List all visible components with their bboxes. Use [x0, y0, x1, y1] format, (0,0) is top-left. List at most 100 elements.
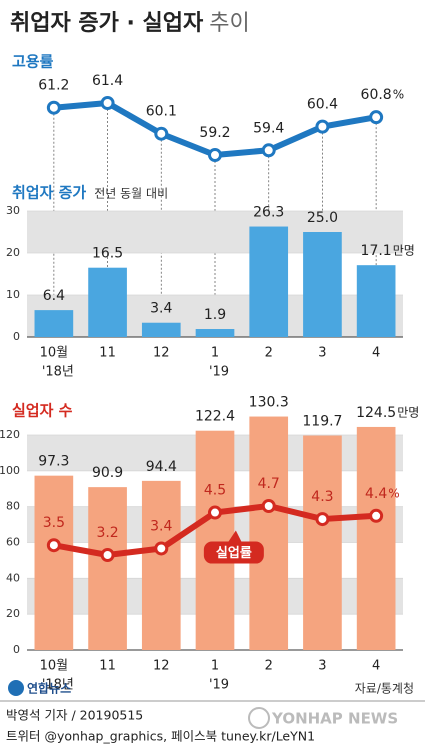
value-label: 61.4 — [92, 73, 123, 89]
watermark: YONHAP NEWS — [271, 710, 398, 728]
bar — [141, 480, 181, 650]
chart-title: 실업자 수 — [12, 402, 73, 420]
value-label: 4.4 — [365, 486, 387, 502]
y-tick-label: 20 — [6, 246, 20, 259]
x-tick-label: 3 — [318, 659, 326, 674]
bar — [34, 310, 74, 337]
x-tick-label: 4 — [372, 659, 380, 674]
value-label: 4.3 — [311, 489, 333, 505]
x-tick-label: 11 — [99, 659, 116, 674]
title: 취업자 증가 · 실업자 — [10, 11, 204, 36]
chart-title: 고용률 — [12, 53, 54, 71]
y-tick-label: 40 — [6, 571, 20, 584]
unit-label: % — [388, 486, 399, 500]
value-label: 59.2 — [199, 125, 230, 141]
grid-band — [27, 211, 403, 253]
unit-label: 만명 — [393, 244, 415, 258]
bar — [88, 487, 127, 650]
value-label: 3.4 — [150, 301, 172, 317]
bar — [303, 232, 342, 337]
bar — [356, 265, 396, 337]
point — [46, 538, 61, 553]
value-label: 3.2 — [96, 525, 118, 541]
y-tick-label: 30 — [6, 204, 20, 217]
point — [100, 96, 115, 110]
watermark-icon — [248, 707, 270, 729]
bar — [195, 430, 235, 650]
unit-label: % — [393, 88, 404, 102]
y-tick-label: 20 — [6, 607, 20, 620]
y-tick-label: 0 — [13, 643, 20, 656]
point — [154, 541, 169, 556]
social: 트위터 @yonhap_graphics, 페이스북 tuney.kr/LeYN… — [6, 729, 315, 744]
callout-pointer — [227, 530, 242, 543]
x-tick-label: 1 — [211, 346, 219, 361]
x-tick-label: 12 — [153, 346, 170, 361]
point — [46, 100, 61, 115]
value-label: 17.1 — [361, 243, 392, 259]
point — [369, 508, 384, 523]
source: 자료/통계청 — [355, 682, 414, 696]
chart-subtitle: 전년 동월 대비 — [94, 187, 168, 201]
bar — [356, 426, 396, 650]
x-tick-label: 1 — [211, 659, 219, 674]
x-tick-label: 12 — [153, 659, 170, 674]
x-tick-label: 4 — [372, 346, 380, 361]
value-label: 4.5 — [204, 483, 226, 499]
value-label: 119.7 — [302, 414, 342, 430]
x-tick-sublabel: '19 — [209, 365, 229, 380]
point — [100, 548, 115, 562]
x-tick-sublabel: '18년 — [42, 365, 74, 380]
x-tick-label: 11 — [99, 346, 116, 361]
value-label: 1.9 — [204, 307, 226, 323]
value-label: 124.5 — [356, 405, 396, 421]
callout-box — [203, 541, 264, 564]
point — [369, 110, 384, 125]
point — [261, 499, 276, 513]
value-label: 130.3 — [249, 395, 289, 411]
x-tick-label: 2 — [265, 346, 273, 361]
x-tick-label: 10월 — [40, 659, 69, 674]
x-tick-sublabel: '19 — [209, 678, 229, 693]
bar — [249, 226, 289, 337]
byline: 박영석 기자 / 20190515 — [6, 708, 143, 723]
x-tick-label: 2 — [265, 659, 273, 674]
value-label: 16.5 — [92, 246, 123, 262]
unit-label: 만명 — [397, 405, 419, 419]
y-tick-label: 120 — [0, 428, 20, 441]
y-tick-label: 100 — [0, 464, 20, 477]
chart-title: 취업자 증가 — [12, 184, 86, 202]
value-label: 97.3 — [38, 454, 69, 470]
value-label: 60.8 — [361, 87, 392, 103]
point — [261, 143, 276, 158]
y-tick-label: 10 — [6, 288, 20, 301]
logo-icon — [8, 680, 24, 696]
point — [315, 119, 330, 134]
callout-label: 실업률 — [216, 545, 252, 561]
y-tick-label: 60 — [6, 536, 20, 549]
bar — [141, 322, 181, 337]
x-tick-label: 10월 — [40, 346, 69, 361]
point — [208, 505, 222, 520]
point — [315, 512, 330, 527]
value-label: 6.4 — [43, 288, 65, 304]
x-tick-label: 3 — [318, 346, 326, 361]
value-label: 60.1 — [146, 104, 177, 120]
bar — [249, 416, 289, 650]
point — [154, 126, 169, 141]
y-tick-label: 80 — [6, 500, 20, 513]
value-label: 3.4 — [150, 518, 172, 534]
value-label: 26.3 — [253, 205, 284, 221]
bar — [303, 435, 342, 650]
value-label: 59.4 — [253, 120, 284, 136]
logo: 연합뉴스 — [27, 681, 71, 696]
value-label: 4.7 — [258, 476, 280, 492]
x-tick-sublabel: '18년 — [42, 678, 74, 693]
bar — [195, 329, 235, 337]
value-label: 25.0 — [307, 210, 338, 226]
value-label: 90.9 — [92, 465, 123, 481]
title-suffix: 추이 — [209, 11, 249, 36]
bar — [88, 267, 127, 337]
value-label: 60.4 — [307, 97, 338, 113]
